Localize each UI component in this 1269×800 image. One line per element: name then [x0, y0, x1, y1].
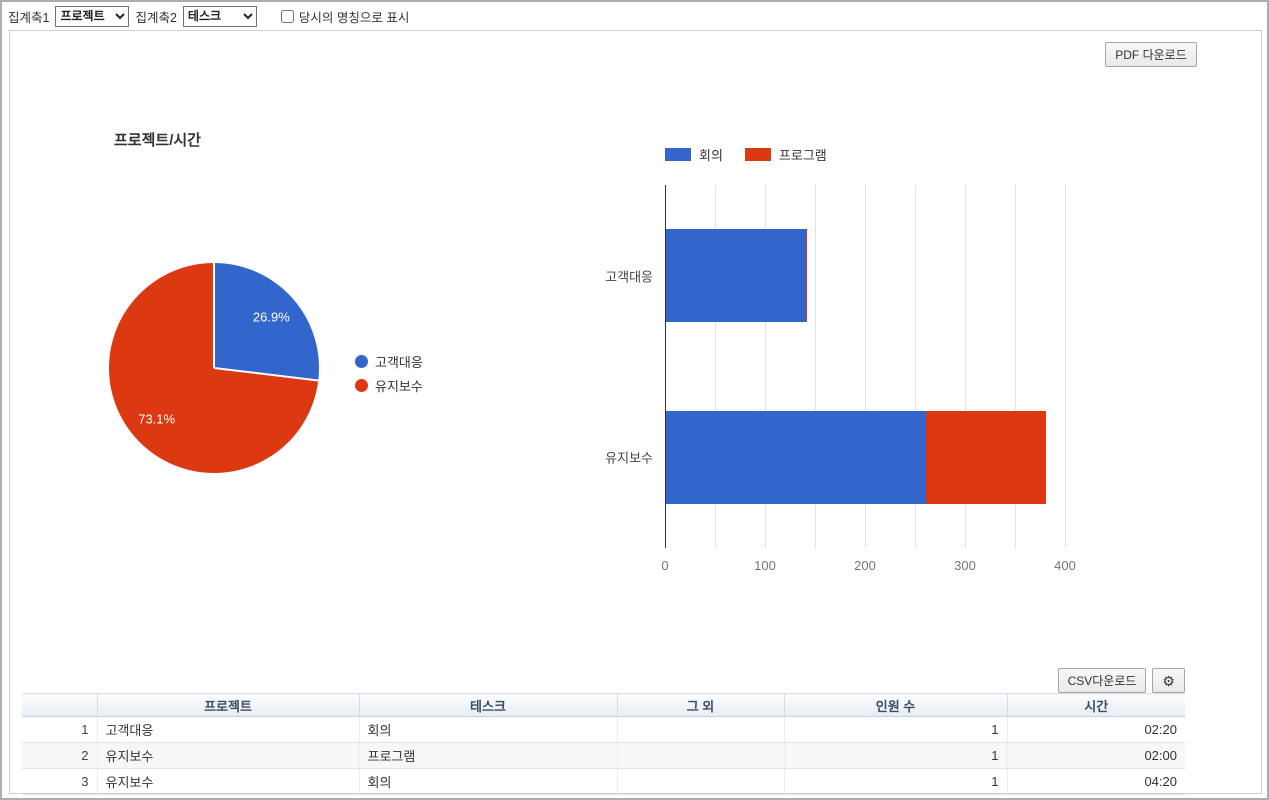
bar-legend-label: 회의	[699, 148, 723, 163]
cell-time: 04:20	[1007, 768, 1185, 795]
legend-dot-icon	[355, 378, 368, 392]
table-row[interactable]: 3 유지보수 회의 1 04:20	[22, 768, 1185, 795]
cell-other	[617, 716, 785, 743]
pie-slice-label: 26.9%	[252, 309, 290, 325]
col-rownum-header[interactable]	[22, 693, 98, 717]
gridline	[915, 185, 916, 548]
csv-download-button[interactable]: CSV다운로드	[1058, 668, 1146, 693]
gridline	[1065, 185, 1066, 548]
column-header[interactable]: 인원 수	[784, 693, 1008, 717]
cell-time: 02:00	[1007, 742, 1185, 769]
gridline	[765, 185, 766, 548]
cell-people-count: 1	[784, 768, 1008, 795]
pdf-download-button[interactable]: PDF 다운로드	[1105, 42, 1197, 67]
pie-legend-item: 고객대응	[355, 349, 423, 373]
pie-chart[interactable]: 26.9% 73.1%	[109, 263, 319, 473]
axis2-select[interactable]: 테스크	[182, 5, 257, 27]
pie-slice-label: 73.1%	[138, 411, 176, 427]
bar-legend-item: 프로그램	[744, 145, 827, 164]
category-label: 고객대응	[605, 269, 653, 285]
bar-segment[interactable]	[806, 229, 807, 323]
axis2-label: 집계축2	[135, 10, 177, 25]
pie-legend-label: 고객대응	[375, 354, 423, 370]
x-axis-tick-label: 100	[754, 558, 776, 573]
cell-project: 고객대응	[97, 716, 360, 743]
bar-row-1	[666, 229, 807, 323]
gridline	[965, 185, 966, 548]
bar-chart-legend: 회의 프로그램	[665, 145, 827, 164]
table-row[interactable]: 2 유지보수 프로그램 1 02:00	[22, 742, 1185, 769]
row-number: 3	[22, 768, 98, 795]
pie-chart-title: 프로젝트/시간	[114, 132, 201, 149]
top-toolbar: 집계축1 프로젝트 집계축2 테스크 당시의 명칭으로 표시	[2, 2, 1267, 30]
bar-chart-plot-area	[665, 185, 1085, 548]
pie-slice-separator	[213, 263, 215, 368]
table-row[interactable]: 1 고객대응 회의 1 02:20	[22, 716, 1185, 743]
row-number: 2	[22, 742, 98, 769]
x-axis-tick-label: 200	[854, 558, 876, 573]
row-number: 1	[22, 716, 98, 743]
axis1-label: 집계축1	[8, 10, 50, 25]
legend-swatch-icon	[744, 148, 771, 161]
gridline	[715, 185, 716, 548]
bar-segment[interactable]	[666, 229, 806, 323]
table-header-row: 프로젝트 테스크 그 외 인원 수 시간	[22, 693, 1185, 717]
column-header[interactable]: 테스크	[359, 693, 618, 717]
table-toolbar: CSV다운로드 ⚙	[10, 668, 1261, 693]
y-axis-line	[665, 185, 666, 548]
column-header[interactable]: 그 외	[617, 693, 785, 717]
gridline	[1015, 185, 1016, 548]
cell-task: 프로그램	[359, 742, 618, 769]
column-header[interactable]: 프로젝트	[97, 693, 360, 717]
x-axis-tick-label: 300	[954, 558, 976, 573]
cell-other	[617, 768, 785, 795]
bar-legend-item: 회의	[665, 145, 723, 164]
legend-dot-icon	[355, 354, 368, 368]
report-panel: PDF 다운로드 프로젝트/시간 26.9% 73.1% 고객대응 유지보수 회의 프…	[9, 30, 1262, 795]
cell-other	[617, 742, 785, 769]
summary-table: 프로젝트 테스크 그 외 인원 수 시간 1 고객대응 회의 1 02:20 2 유지보수 프로그램 1…	[22, 693, 1185, 795]
cell-project: 유지보수	[97, 768, 360, 795]
bar-row-2	[666, 410, 1046, 504]
bar-legend-label: 프로그램	[778, 148, 827, 163]
pie-legend-label: 유지보수	[375, 378, 423, 394]
axis1-select[interactable]: 프로젝트	[55, 5, 130, 27]
x-axis-tick-label: 400	[1054, 558, 1076, 573]
cell-task: 회의	[359, 716, 618, 743]
gridline	[815, 185, 816, 548]
bar-segment[interactable]	[666, 410, 926, 504]
legend-swatch-icon	[665, 148, 691, 161]
category-label: 유지보수	[605, 450, 653, 466]
x-axis-tick-label: 0	[661, 558, 669, 573]
column-header[interactable]: 시간	[1007, 693, 1185, 717]
bar-segment[interactable]	[926, 410, 1046, 504]
cell-people-count: 1	[784, 742, 1008, 769]
cell-people-count: 1	[784, 716, 1008, 743]
cell-time: 02:20	[1007, 716, 1185, 743]
gear-icon[interactable]: ⚙	[1152, 668, 1185, 693]
pie-legend-item: 유지보수	[355, 373, 423, 397]
original-name-checkbox[interactable]	[280, 9, 294, 23]
cell-project: 유지보수	[97, 742, 360, 769]
gridline	[865, 185, 866, 548]
cell-task: 회의	[359, 768, 618, 795]
original-name-checkbox-label: 당시의 명칭으로 표시	[298, 10, 410, 25]
